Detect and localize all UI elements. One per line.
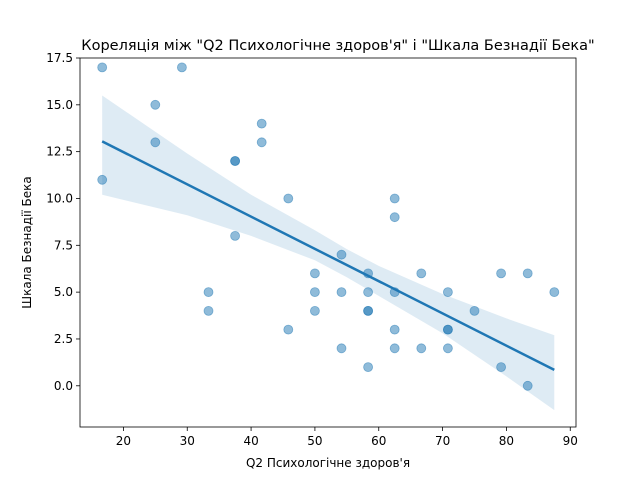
x-tick-label: 20 (116, 434, 131, 448)
scatter-point (309, 287, 320, 298)
scatter-point (469, 305, 480, 316)
y-tick-label: 12.5 (46, 145, 73, 159)
scatter-point (283, 324, 294, 335)
x-tick-label: 50 (307, 434, 322, 448)
scatter-points (97, 62, 560, 391)
scatter-point (336, 249, 347, 260)
scatter-point (97, 174, 108, 185)
y-tick-label: 0.0 (54, 379, 73, 393)
scatter-point (283, 193, 294, 204)
scatter-point (256, 137, 267, 148)
scatter-point (389, 324, 400, 335)
scatter-point (416, 343, 427, 354)
scatter-point (97, 62, 108, 73)
scatter-point (522, 380, 533, 391)
scatter-point (203, 287, 214, 298)
plot-area-frame (79, 57, 577, 428)
scatter-point (389, 212, 400, 223)
y-tick-label: 5.0 (54, 285, 73, 299)
x-tick-label: 80 (499, 434, 514, 448)
scatter-point (363, 287, 374, 298)
x-tick-label: 90 (563, 434, 578, 448)
scatter-point (442, 324, 453, 335)
scatter-point (256, 118, 267, 129)
scatter-point (150, 99, 161, 110)
y-tick-label: 17.5 (46, 51, 73, 65)
scatter-point (522, 268, 533, 279)
scatter-point (389, 343, 400, 354)
scatter-point (309, 305, 320, 316)
scatter-point (363, 362, 374, 373)
scatter-point (549, 287, 560, 298)
y-tick-label: 10.0 (46, 191, 73, 205)
scatter-point (442, 287, 453, 298)
y-axis-label: Шкала Безнадії Бека (20, 176, 34, 308)
regression-line (101, 140, 555, 371)
scatter-point (230, 230, 241, 241)
scatter-point (389, 193, 400, 204)
scatter-point (309, 268, 320, 279)
scatter-point (496, 268, 507, 279)
scatter-point (230, 156, 241, 166)
y-tick-label: 2.5 (54, 332, 73, 346)
x-axis-ticks: 20 30 40 50 60 70 80 90 (116, 427, 578, 448)
x-tick-label: 30 (180, 434, 195, 448)
scatter-point (442, 343, 453, 354)
x-tick-label: 70 (435, 434, 450, 448)
scatter-point (336, 343, 347, 354)
x-tick-label: 60 (371, 434, 386, 448)
scatter-point (416, 268, 427, 279)
scatter-point (203, 305, 214, 316)
chart-title: Кореляція між "Q2 Психологічне здоров'я"… (81, 38, 594, 54)
y-tick-label: 7.5 (54, 238, 73, 252)
scatter-point (496, 362, 507, 373)
x-axis-label: Q2 Психологічне здоров'я (246, 456, 410, 470)
y-axis-ticks: 0.0 2.5 5.0 7.5 10.0 12.5 15.0 17.5 (46, 51, 80, 393)
scatter-point (363, 305, 374, 316)
scatter-point (176, 62, 187, 73)
confidence-band-area (102, 95, 555, 411)
regression-line-path (101, 140, 555, 371)
y-tick-label: 15.0 (46, 98, 73, 112)
confidence-band (102, 95, 555, 411)
scatter-point (150, 137, 161, 148)
x-tick-label: 40 (243, 434, 258, 448)
scatter-point (336, 287, 347, 298)
